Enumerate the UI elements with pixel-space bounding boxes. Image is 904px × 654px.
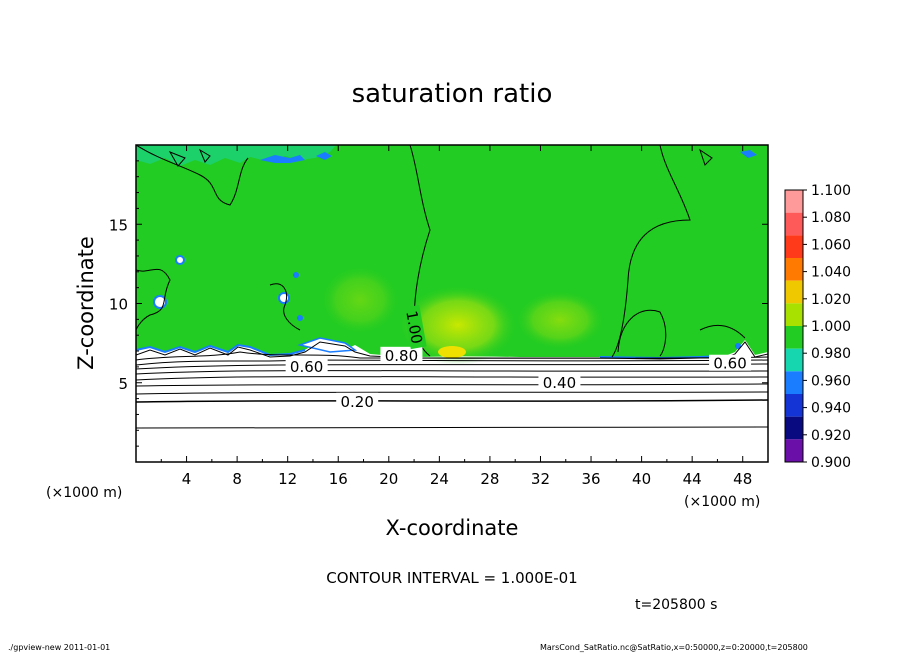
x-tick-label: 16 [329, 470, 348, 488]
y-ticks: 5 10 15 [109, 160, 768, 447]
field-saturated [136, 145, 768, 358]
x-tick-label: 40 [632, 470, 651, 488]
warm-spot-center [398, 285, 518, 365]
contour-label-bg [380, 346, 423, 363]
colorbar-swatch [785, 190, 803, 213]
colorbar-swatch [785, 212, 803, 236]
contour-label-bg [336, 392, 379, 409]
x-tick-label: 48 [733, 470, 752, 488]
contour-labels: 0.20 0.40 0.60 0.80 0.60 1.00 [285, 305, 752, 411]
chart-title: saturation ratio [352, 79, 553, 109]
colorbar-level-label: 1.100 [811, 183, 851, 199]
contour-label: 0.80 [380, 346, 423, 365]
x-tick-label: 44 [683, 470, 702, 488]
contour-label: 0.40 [538, 373, 581, 392]
contour-label-text: 0.60 [290, 358, 323, 376]
contour-label-text: 0.40 [543, 374, 576, 392]
contour-lines [136, 145, 768, 429]
contour-label: 0.60 [285, 357, 328, 376]
x-ticks: 4 8 12 16 20 24 28 32 36 40 44 48 [160, 145, 752, 488]
colorbar-swatch [785, 394, 803, 417]
y-unit-label: (×1000 m) [46, 485, 122, 501]
colorbar-swatch [785, 439, 803, 462]
colorbar-swatch [785, 235, 803, 258]
x-axis-label: X-coordinate [386, 516, 519, 540]
x-tick-label: 32 [531, 470, 550, 488]
x-tick-label: 4 [182, 470, 192, 488]
x-tick-label: 12 [278, 470, 297, 488]
footer-left: ./gpview-new 2011-01-01 [8, 643, 110, 652]
contour-label: 0.60 [709, 354, 752, 373]
x-tick-label: 20 [379, 470, 398, 488]
colorbar-level-label: 0.940 [811, 401, 851, 417]
x-tick-label: 24 [430, 470, 449, 488]
colorbar-level-label: 0.960 [811, 373, 851, 389]
contour-label-bg [709, 354, 752, 371]
y-axis-label: Z-coordinate [74, 236, 98, 370]
contour-label-bg [538, 373, 581, 390]
colorbar-level-label: 1.020 [811, 292, 851, 308]
colorbar: 1.100 1.080 1.060 1.040 1.020 1.000 0.980 0.960… [784, 183, 851, 471]
colorbar-swatch [785, 280, 803, 304]
colorbar-swatch [785, 326, 803, 349]
colorbar-swatch [785, 303, 803, 326]
contour-label-bg [403, 305, 427, 350]
y-tick-label: 5 [118, 375, 128, 393]
contour-label-text: 1.00 [402, 309, 426, 345]
contour-label: 0.20 [336, 392, 379, 411]
colorbar-level-label: 1.000 [811, 319, 851, 335]
plot-area [136, 145, 768, 462]
contour-label-text: 0.80 [385, 347, 418, 365]
warm-spot-left [320, 265, 400, 335]
x-tick-label: 28 [480, 470, 499, 488]
x-unit-label: (×1000 m) [684, 494, 760, 510]
colorbar-swatch [785, 416, 803, 440]
y-tick-label: 10 [109, 296, 128, 314]
contour-label-bg [285, 357, 328, 374]
top-ragged-region [136, 145, 336, 166]
colorbar-swatch [785, 371, 803, 394]
colorbar-level-label: 1.040 [811, 265, 851, 281]
contour-label: 1.00 [402, 305, 427, 350]
y-tick-label: 15 [109, 216, 128, 234]
colorbar-level-label: 0.980 [811, 346, 851, 362]
x-tick-label: 8 [232, 470, 242, 488]
footer-right: MarsCond_SatRatio.nc@SatRatio,x=0:50000,… [540, 643, 808, 652]
colorbar-swatch [785, 258, 803, 281]
colorbar-level-label: 1.060 [811, 237, 851, 253]
colorbar-level-label: 0.920 [811, 428, 851, 444]
time-label: t=205800 s [635, 597, 717, 613]
colorbar-level-label: 1.080 [811, 210, 851, 226]
warm-spot-right [515, 290, 605, 350]
contour-label-text: 0.20 [340, 393, 373, 411]
colorbar-swatch [785, 348, 803, 372]
x-tick-label: 36 [581, 470, 600, 488]
colorbar-level-label: 0.900 [811, 455, 851, 471]
contour-label-text: 0.60 [713, 355, 746, 373]
contour-interval-text: CONTOUR INTERVAL = 1.000E-01 [326, 569, 577, 587]
